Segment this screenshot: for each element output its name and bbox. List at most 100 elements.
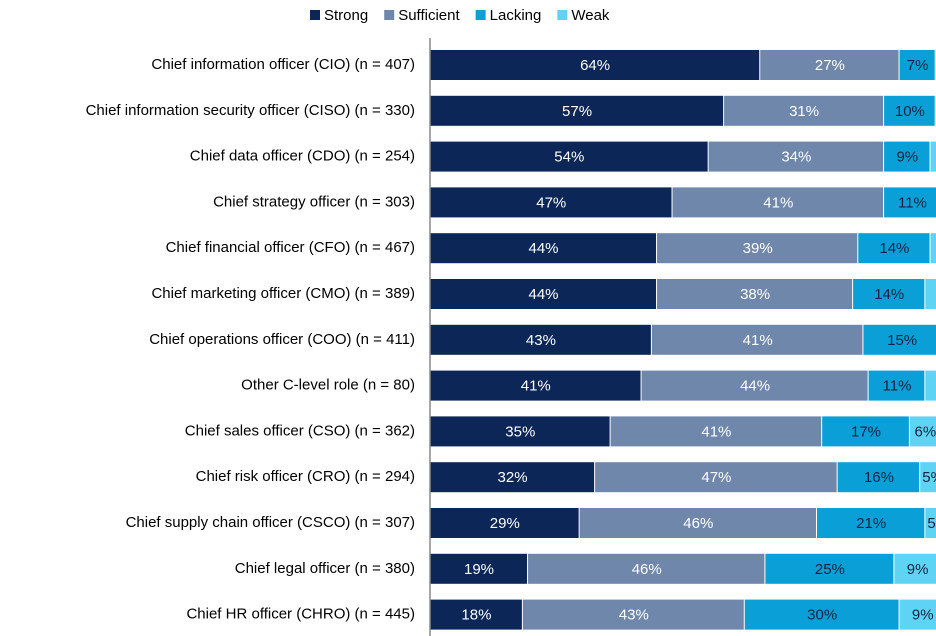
value-label: 44%	[529, 240, 559, 257]
legend-swatch	[475, 10, 486, 20]
bar-segment	[899, 599, 936, 630]
bar-segment	[430, 95, 724, 126]
value-label: 29%	[490, 515, 520, 532]
bar-segment	[430, 508, 579, 538]
bar-segment	[672, 187, 884, 218]
bar-segment	[930, 141, 936, 172]
bar-segment	[925, 370, 936, 401]
bar-segment	[595, 462, 837, 493]
value-label: 25%	[815, 561, 845, 578]
category-label: Chief information officer (CIO) (n = 407…	[151, 56, 415, 73]
legend-label: Sufficient	[398, 7, 460, 24]
category-label: Chief operations officer (COO) (n = 411)	[149, 331, 415, 348]
category-label: Other C-level role (n = 80)	[241, 377, 415, 394]
value-label: 11%	[898, 194, 927, 211]
bar-segment	[863, 324, 936, 355]
bar-segment	[522, 599, 744, 630]
value-label: 32%	[498, 469, 528, 486]
value-label: 38%	[740, 286, 770, 303]
bar-segment	[925, 508, 936, 538]
value-label: 41%	[521, 378, 551, 395]
bar-segment	[430, 462, 595, 493]
bar-segment	[657, 233, 858, 264]
bar-segment	[858, 233, 930, 264]
bar-segment	[430, 599, 522, 630]
value-label: 17%	[851, 423, 881, 440]
value-label: 44%	[740, 378, 770, 395]
value-label: 5%	[922, 469, 936, 486]
category-label: Chief sales officer (CSO) (n = 362)	[185, 422, 415, 439]
value-label: 11%	[883, 378, 912, 395]
bar-segment	[884, 141, 930, 172]
value-label: 16%	[864, 469, 894, 486]
bar-segment	[744, 599, 899, 630]
value-label: 6%	[915, 423, 936, 440]
value-label: 18%	[461, 607, 491, 624]
bar-segment	[884, 187, 936, 218]
value-label: 15%	[887, 332, 917, 349]
bar-segment	[657, 279, 853, 309]
value-label: 9%	[912, 607, 934, 624]
bar-segment	[868, 370, 925, 401]
category-label: Chief information security officer (CISO…	[86, 102, 415, 119]
value-label: 10%	[895, 103, 925, 120]
value-label: 7%	[907, 57, 929, 74]
bar-segment	[651, 324, 863, 355]
value-label: 47%	[536, 194, 566, 211]
category-label: Chief risk officer (CRO) (n = 294)	[196, 468, 415, 485]
value-label: 46%	[683, 515, 713, 532]
bar-segment	[822, 416, 909, 447]
value-label: 41%	[763, 194, 793, 211]
bar-segment	[920, 462, 936, 493]
bar-segment	[430, 141, 708, 172]
bar-segment	[909, 416, 936, 447]
value-label: 30%	[807, 607, 837, 624]
bar-segment	[930, 233, 936, 264]
category-label: Chief strategy officer (n = 303)	[213, 193, 415, 210]
bar-segment	[765, 553, 894, 584]
bar-segment	[430, 553, 528, 584]
value-label: 19%	[464, 561, 494, 578]
bar-segment	[899, 50, 935, 80]
bar-segment	[579, 508, 816, 538]
bar-segment	[430, 233, 657, 264]
value-label: 44%	[529, 286, 559, 303]
value-label: 46%	[632, 561, 662, 578]
bar-segment	[430, 370, 641, 401]
value-label: 35%	[505, 423, 535, 440]
legend-swatch	[384, 10, 395, 20]
legend-swatch	[310, 10, 320, 20]
bar-segment	[430, 279, 657, 309]
value-label: 34%	[781, 149, 811, 166]
value-label: 64%	[580, 57, 610, 74]
bar-segment	[884, 95, 935, 126]
bar-segment	[837, 462, 920, 493]
bar-segment	[641, 370, 868, 401]
value-label: 39%	[743, 240, 773, 257]
value-label: 9%	[907, 561, 929, 578]
legend-label: Lacking	[490, 7, 542, 24]
category-label: Chief supply chain officer (CSCO) (n = 3…	[126, 514, 415, 531]
bar-segment	[430, 50, 760, 80]
value-label: 27%	[815, 57, 845, 74]
value-label: 41%	[701, 423, 731, 440]
legend-label: Strong	[324, 7, 368, 24]
legend-label: Weak	[571, 7, 610, 24]
bar-segment	[430, 187, 672, 218]
value-label: 31%	[789, 103, 819, 120]
bar-segment	[430, 416, 610, 447]
value-label: 43%	[619, 607, 649, 624]
bar-segment	[894, 553, 936, 584]
value-label: 9%	[896, 149, 918, 166]
value-label: 47%	[701, 469, 731, 486]
bar-segment	[708, 141, 884, 172]
value-label: 57%	[562, 103, 592, 120]
bar-segment	[610, 416, 822, 447]
value-label: 43%	[526, 332, 556, 349]
value-label: 41%	[743, 332, 773, 349]
category-label: Chief data officer (CDO) (n = 254)	[190, 148, 415, 165]
category-label: Chief financial officer (CFO) (n = 467)	[166, 239, 415, 256]
bar-segment	[430, 324, 651, 355]
category-label: Chief marketing officer (CMO) (n = 389)	[151, 285, 415, 302]
